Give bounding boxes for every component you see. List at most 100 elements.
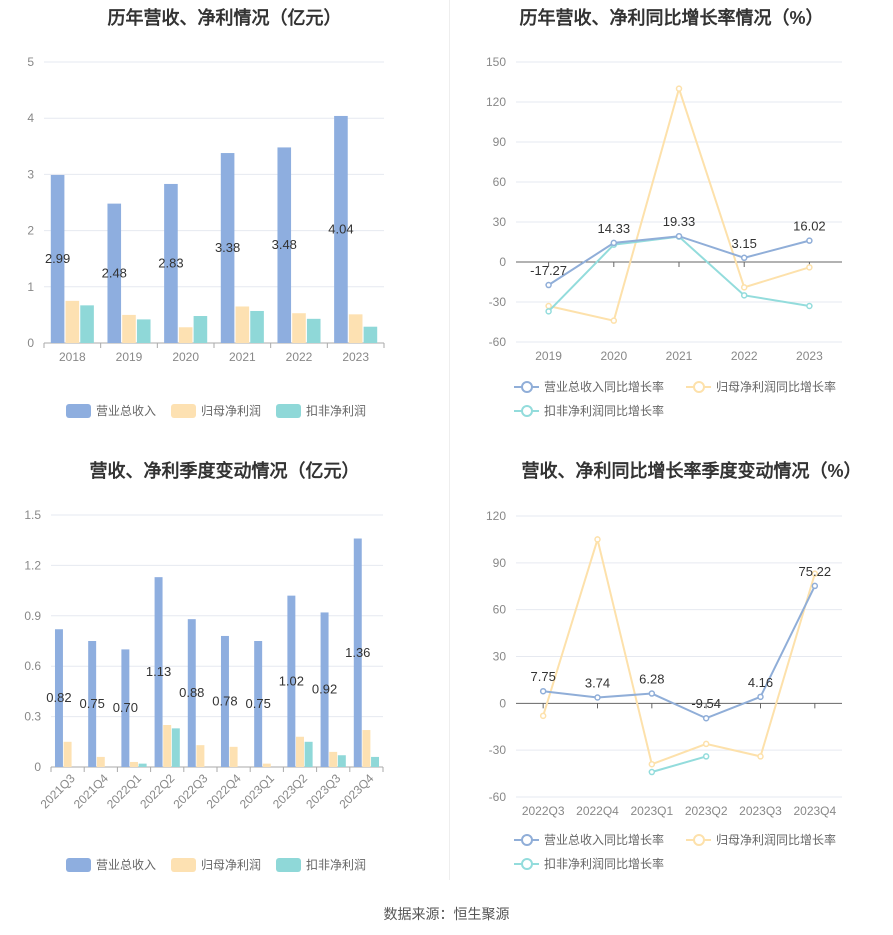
- data-label: 6.28: [639, 672, 664, 687]
- legend-item-net-profit-growth[interactable]: 归母净利润同比增长率: [686, 378, 836, 395]
- bar-deducted_profit: [304, 741, 313, 767]
- legend-swatch: [276, 403, 301, 418]
- bar-revenue: [107, 203, 122, 343]
- data-label: 0.88: [179, 685, 204, 700]
- y-tick-label: 0.6: [24, 659, 41, 673]
- bar-net_profit: [235, 306, 250, 343]
- data-label: 0.92: [312, 682, 337, 697]
- bar-revenue: [220, 635, 229, 767]
- bar-revenue: [254, 641, 263, 767]
- bar-revenue: [353, 538, 362, 767]
- bar-deducted_profit: [337, 755, 346, 767]
- legend-item-deducted-growth[interactable]: 扣非净利润同比增长率: [514, 402, 664, 419]
- data-label: 75.22: [799, 564, 832, 579]
- bar-net_profit: [130, 761, 138, 767]
- legend-item-net-profit[interactable]: 归母净利润: [171, 402, 261, 419]
- x-tick-label: 2023: [796, 349, 823, 363]
- legend-item-revenue[interactable]: 营业总收入: [66, 402, 156, 419]
- legend-swatch: [686, 833, 711, 847]
- legend-swatch: [686, 380, 711, 394]
- bar-revenue: [154, 577, 163, 767]
- y-tick-label: 120: [486, 509, 506, 523]
- legend-swatch: [171, 403, 196, 418]
- legend-label: 扣非净利润同比增长率: [544, 857, 665, 871]
- y-tick-label: 0: [27, 336, 34, 350]
- bar-revenue: [121, 649, 130, 767]
- data-label: 7.75: [531, 669, 556, 684]
- legend-item-deducted-profit[interactable]: 扣非净利润: [276, 856, 366, 873]
- legend-swatch: [514, 833, 539, 847]
- series-line-revenue_line: [543, 585, 816, 720]
- x-tick-label: 2023Q1: [237, 771, 277, 811]
- legend-item-revenue-growth[interactable]: 营业总收入同比增长率: [514, 378, 664, 395]
- legend-swatch: [171, 857, 196, 872]
- data-point-revenue_line: [806, 237, 813, 244]
- data-source-note: 数据来源：恒生聚源: [383, 906, 510, 922]
- chart-title: 历年营收、净利同比增长率情况（%）: [519, 8, 824, 28]
- y-tick-label: -30: [489, 295, 507, 309]
- legend-item-revenue[interactable]: 营业总收入: [66, 856, 156, 873]
- y-tick-label: 0: [34, 760, 41, 774]
- y-tick-label: 0: [499, 255, 506, 269]
- y-tick-label: 1: [27, 280, 34, 294]
- x-tick-label: 2022: [286, 350, 313, 364]
- data-point-revenue_line: [610, 239, 618, 247]
- legend-swatch: [66, 403, 91, 418]
- legend-item-net-profit-growth[interactable]: 归母净利润同比增长率: [686, 831, 836, 848]
- legend-item-revenue-growth[interactable]: 营业总收入同比增长率: [514, 831, 664, 848]
- legend-label: 营业总收入: [96, 404, 157, 418]
- x-tick-label: 2021Q4: [71, 771, 111, 811]
- bar-revenue: [88, 641, 97, 767]
- data-label: 4.04: [328, 221, 353, 236]
- data-point-revenue_line: [539, 687, 547, 695]
- legend-label: 营业总收入: [96, 858, 157, 872]
- bar-deducted_profit: [136, 319, 151, 343]
- data-label: 0.78: [212, 693, 237, 708]
- y-tick-label: 3: [27, 167, 34, 181]
- legend-label: 归母净利润: [201, 404, 262, 418]
- data-point-net_profit_line: [811, 570, 819, 578]
- x-tick-label: 2022Q3: [522, 804, 565, 818]
- bar-deducted_profit: [193, 316, 208, 343]
- bar-deducted_profit: [371, 756, 380, 767]
- data-point-revenue_line: [757, 693, 764, 701]
- x-tick-label: 2022Q2: [137, 771, 177, 811]
- data-point-net_profit_line: [545, 302, 552, 310]
- legend-item-net-profit[interactable]: 归母净利润: [171, 856, 261, 873]
- legend-swatch: [514, 380, 539, 394]
- y-tick-label: -60: [489, 335, 507, 349]
- bar-net_profit: [163, 725, 172, 767]
- x-tick-label: 2022Q3: [170, 771, 210, 811]
- series-line-deducted_line: [547, 235, 810, 313]
- legend-item-deducted-profit[interactable]: 扣非净利润: [276, 402, 366, 419]
- chart-title: 历年营收、净利情况（亿元）: [107, 8, 342, 28]
- y-tick-label: 30: [493, 215, 507, 229]
- chart-title: 营收、净利同比增长率季度变动情况（%）: [521, 461, 862, 481]
- data-point-deducted_line: [740, 292, 748, 299]
- y-tick-label: -30: [489, 743, 507, 757]
- bar-net_profit: [122, 314, 136, 343]
- data-label: 3.74: [585, 675, 610, 690]
- bar-net_profit: [96, 756, 105, 767]
- data-point-revenue_line: [594, 694, 601, 701]
- x-tick-label: 2022Q1: [104, 771, 144, 811]
- bar-net_profit: [229, 746, 238, 767]
- quarterly-growth-panel: 营收、净利同比增长率季度变动情况（%） -60 -30 0 30 60 90 120 2022…: [450, 450, 893, 880]
- series-line-revenue_line: [548, 235, 810, 286]
- legend-item-deducted-growth[interactable]: 扣非净利润同比增长率: [514, 855, 664, 872]
- y-tick-label: 1.2: [24, 558, 41, 572]
- data-point-net_profit_line: [740, 284, 748, 291]
- y-tick-label: 60: [493, 175, 507, 189]
- quarterly-amount-chart: 0 0.3 0.6 0.9 1.2 1.5 2021Q32021Q42022Q12022Q2…: [24, 508, 384, 811]
- x-tick-label: 2023Q3: [739, 804, 782, 818]
- legend-label: 归母净利润: [201, 858, 262, 872]
- bar-net_profit: [329, 751, 338, 767]
- data-label: 2.83: [158, 255, 183, 270]
- y-tick-label: 0.3: [24, 710, 41, 724]
- legend-label: 营业总收入同比增长率: [544, 380, 665, 394]
- bar-net_profit: [262, 763, 271, 767]
- y-tick-label: 4: [27, 111, 34, 125]
- x-tick-label: 2022: [731, 349, 758, 363]
- chart-legend: 营业总收入同比增长率 归母净利润同比增长率 扣非净利润同比增长率: [450, 831, 893, 875]
- data-point-revenue_line: [811, 582, 819, 590]
